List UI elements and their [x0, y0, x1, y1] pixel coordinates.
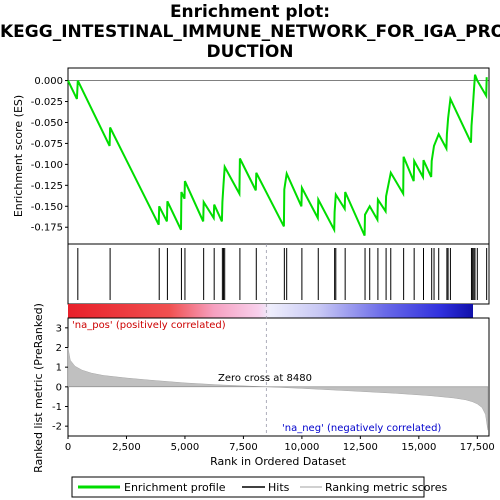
hits-frame [67, 243, 490, 305]
chart-title-line-1: Enrichment plot: [169, 2, 331, 22]
pos-annotation: 'na_pos' (positively correlated) [72, 320, 226, 331]
rank-ylabel: Ranked list metric (PreRanked) [32, 303, 45, 473]
chart-title: Enrichment plot: KEGG_INTESTINAL_IMMUNE_… [0, 2, 500, 62]
ranking-metric-area [67, 347, 489, 431]
rank-xlabel: Rank in Ordered Dataset [210, 455, 347, 468]
rank-ytick-label: 1 [56, 363, 62, 374]
rank-ytick-label: 2 [56, 343, 62, 354]
es-ytick-label: -0.100 [31, 160, 63, 171]
es-ytick-label: -0.150 [31, 202, 63, 213]
rank-xtick-label: 5,000 [171, 442, 200, 453]
chart-title-line-3: DUCTION [206, 42, 294, 62]
rank-xtick-label: 2,500 [112, 442, 141, 453]
rank-xtick-label: 15,000 [401, 442, 436, 453]
legend-ranking-label: Ranking metric scores [325, 481, 447, 494]
es-ytick-label: -0.050 [31, 118, 63, 129]
rank-ytick-label: -2 [52, 422, 62, 433]
rank-xtick-label: 0 [65, 442, 71, 453]
es-ytick-label: -0.075 [31, 139, 63, 150]
chart-title-line-2: KEGG_INTESTINAL_IMMUNE_NETWORK_FOR_IGA_P… [0, 22, 500, 42]
rank-xtick-label: 7,500 [229, 442, 258, 453]
es-ytick-label: -0.175 [31, 223, 63, 234]
rank-ytick-label: 0 [56, 382, 62, 393]
rank-ytick-label: 3 [56, 323, 62, 334]
ranking-color-bar [68, 304, 473, 318]
es-ytick-label: -0.125 [31, 181, 63, 192]
legend-enrichment-label: Enrichment profile [124, 481, 226, 494]
rank-xtick-label: 10,000 [284, 442, 319, 453]
enrichment-profile-line [67, 74, 488, 237]
es-panel: 0.000 -0.025 -0.050 -0.075 -0.100 -0.125 -0.15… [12, 67, 490, 245]
neg-annotation: 'na_neg' (negatively correlated) [282, 423, 441, 434]
es-ytick-label: 0.000 [34, 76, 63, 87]
es-ylabel: Enrichment score (ES) [12, 95, 25, 217]
rank-xtick-label: 12,500 [343, 442, 378, 453]
zero-cross-annotation: Zero cross at 8480 [218, 373, 312, 384]
legend: Enrichment profile Hits Ranking metric s… [71, 476, 447, 498]
rank-panel: 3 2 1 0 -1 -2 0 2,500 5,000 7,500 10,000 12,500 15,… [32, 244, 495, 473]
rank-frame [67, 317, 490, 437]
rank-xtick-label: 17,500 [460, 442, 495, 453]
es-ytick-label: -0.025 [31, 97, 63, 108]
rank-ytick-label: -1 [52, 402, 62, 413]
legend-hits-label: Hits [268, 481, 290, 494]
hits-panel [67, 243, 490, 305]
